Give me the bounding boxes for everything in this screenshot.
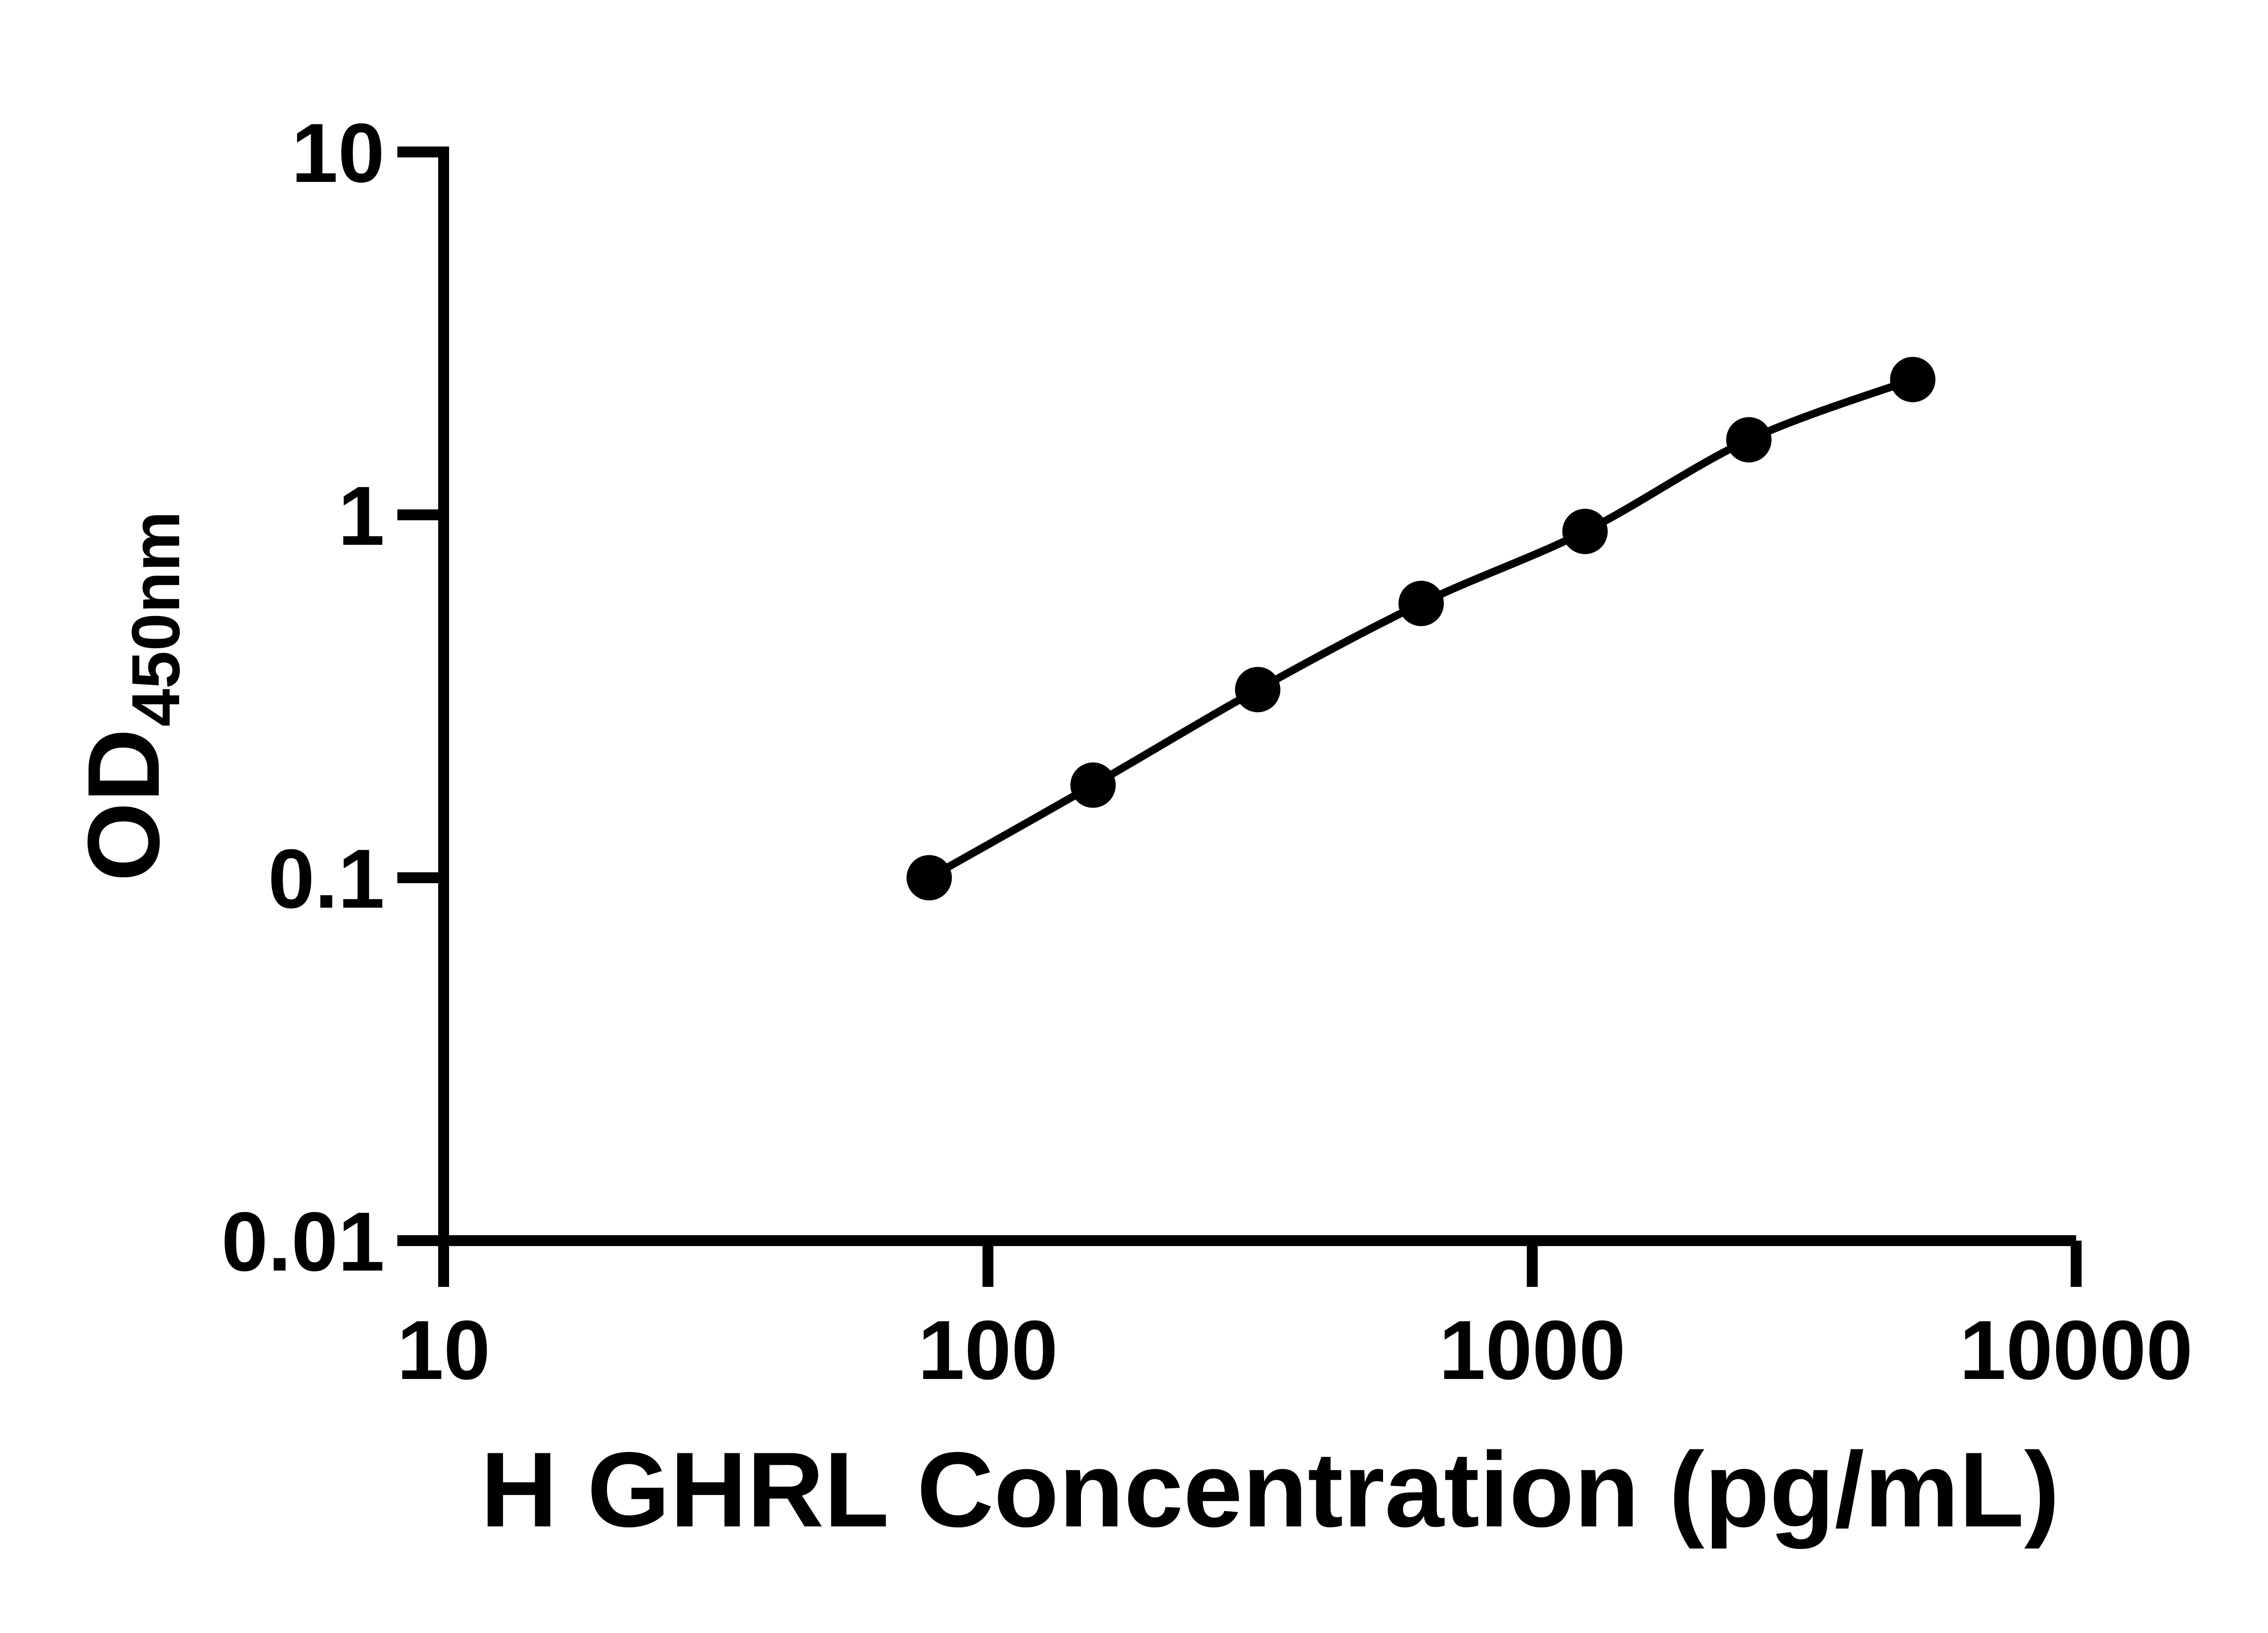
data-point: [906, 855, 952, 900]
y-axis-title-subscript: 450nm: [117, 511, 194, 727]
y-axis: [397, 147, 449, 1287]
x-axis-title: H GHRL Concentration (pg/mL): [480, 1430, 2059, 1549]
x-tick-label-10: 10: [397, 1304, 490, 1397]
y-tick-label-0-1: 0.1: [268, 832, 385, 926]
y-tick-labels: 10 1 0.1 0.01: [221, 107, 385, 1289]
x-tick-labels: 10 100 1000 10000: [397, 1304, 2193, 1397]
y-tick-label-10: 10: [291, 107, 385, 200]
data-point: [1726, 417, 1772, 463]
x-tick-label-1000: 1000: [1439, 1304, 1626, 1397]
x-axis: [397, 1235, 2082, 1287]
y-axis-title: OD 450nm: [66, 511, 194, 882]
y-tick-label-0-01: 0.01: [221, 1195, 385, 1289]
y-axis-title-main: OD: [66, 728, 181, 882]
data-point: [1562, 508, 1608, 554]
data-point: [1235, 667, 1281, 713]
y-tick-label-1: 1: [338, 469, 385, 563]
data-point: [1890, 357, 1936, 402]
data-series: [906, 357, 1936, 900]
data-point: [1070, 762, 1116, 808]
x-tick-label-100: 100: [918, 1304, 1058, 1397]
x-tick-label-10000: 10000: [1960, 1304, 2193, 1397]
data-point: [1398, 581, 1444, 626]
